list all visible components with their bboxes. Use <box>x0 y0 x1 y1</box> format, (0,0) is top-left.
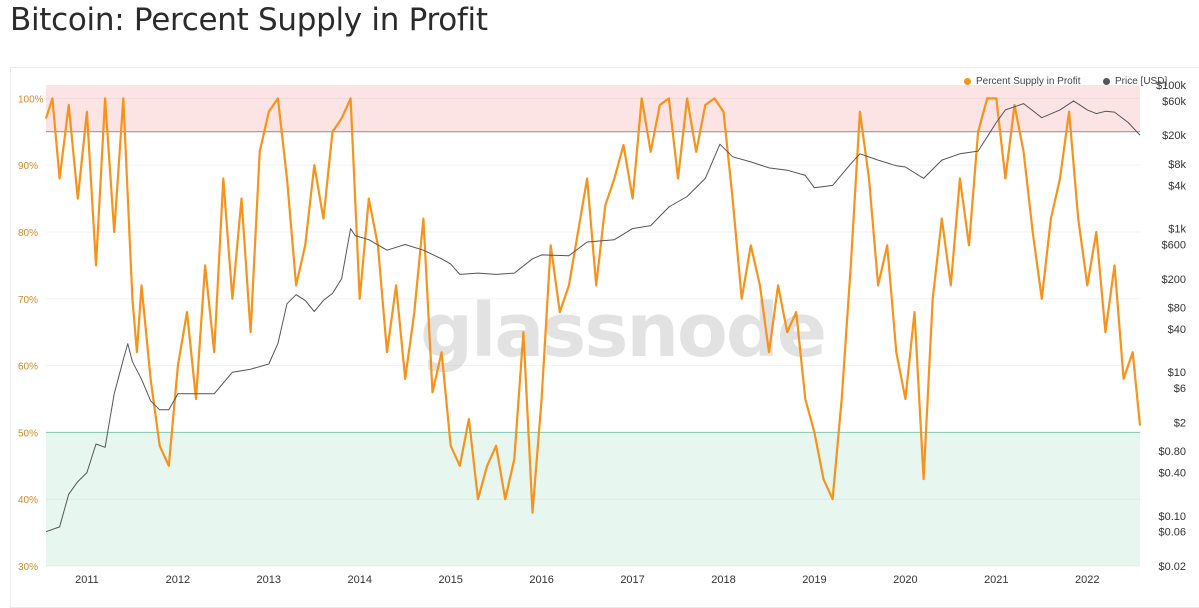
legend-label-price: Price [USD] <box>1115 76 1168 87</box>
legend-label-supply: Percent Supply in Profit <box>976 76 1081 87</box>
watermark: glassnode <box>420 288 825 374</box>
y-axis-right: $100k $60k $20k $8k $4k $1k $600 $200 $80 $40 $10 $… <box>1156 80 1186 573</box>
legend-item-price[interactable]: Price [USD] <box>1103 76 1167 87</box>
x-tick-label: 2022 <box>1075 574 1099 586</box>
y-tick-label: 60% <box>18 362 38 373</box>
y-right-tick-label: $6 <box>1174 383 1186 395</box>
x-tick-label: 2013 <box>257 574 281 586</box>
chart-lines <box>44 97 1142 533</box>
series-supply-in-profit <box>44 97 1142 514</box>
y-right-tick-label: $80 <box>1168 302 1186 314</box>
y-right-tick-label: $0.80 <box>1158 446 1186 458</box>
y-right-tick-label: $60k <box>1162 96 1186 108</box>
chart-grid <box>46 97 1140 567</box>
y-right-tick-label: $0.10 <box>1158 511 1186 523</box>
y-tick-label: 90% <box>18 161 38 172</box>
y-right-tick-label: $0.02 <box>1158 561 1186 573</box>
band-overheated <box>46 85 1140 132</box>
y-right-tick-label: $1k <box>1168 224 1186 236</box>
y-right-tick-label: $0.40 <box>1158 468 1186 480</box>
x-tick-label: 2012 <box>166 574 190 586</box>
y-right-tick-label: $40 <box>1168 324 1186 336</box>
x-tick-label: 2016 <box>529 574 553 586</box>
x-axis: 2011 2012 2013 2014 2015 2016 2017 2018 2019 2020… <box>75 574 1099 586</box>
y-tick-label: 100% <box>18 94 44 105</box>
x-tick-label: 2019 <box>802 574 826 586</box>
series-price <box>45 100 1141 533</box>
page-title: Bitcoin: Percent Supply in Profit <box>10 2 488 38</box>
x-tick-label: 2011 <box>75 574 99 586</box>
x-tick-label: 2020 <box>893 574 917 586</box>
legend-swatch-price <box>1103 78 1110 85</box>
legend-swatch-supply <box>964 78 971 85</box>
y-right-tick-label: $600 <box>1162 240 1186 252</box>
y-tick-label: 40% <box>18 495 38 506</box>
y-tick-label: 30% <box>18 562 38 573</box>
y-right-tick-label: $100k <box>1156 80 1186 92</box>
y-axis-left: 100% 90% 80% 70% 60% 50% 40% 30% <box>18 94 44 573</box>
chart-bands <box>46 85 1140 566</box>
y-tick-label: 70% <box>18 295 38 306</box>
x-tick-label: 2021 <box>984 574 1008 586</box>
y-right-tick-label: $10 <box>1168 367 1186 379</box>
y-right-tick-label: $20k <box>1162 130 1186 142</box>
x-tick-label: 2017 <box>620 574 644 586</box>
band-undervalued <box>46 432 1140 566</box>
y-right-tick-label: $200 <box>1162 274 1186 286</box>
legend-item-supply[interactable]: Percent Supply in Profit <box>964 76 1081 87</box>
x-tick-label: 2014 <box>347 574 371 586</box>
y-tick-label: 50% <box>18 428 38 439</box>
y-right-tick-label: $2 <box>1174 417 1186 429</box>
x-tick-label: 2015 <box>438 574 462 586</box>
y-right-tick-label: $4k <box>1168 180 1186 192</box>
y-right-tick-label: $0.06 <box>1158 527 1186 539</box>
y-tick-label: 80% <box>18 228 38 239</box>
y-right-tick-label: $8k <box>1168 159 1186 171</box>
x-tick-label: 2018 <box>711 574 735 586</box>
